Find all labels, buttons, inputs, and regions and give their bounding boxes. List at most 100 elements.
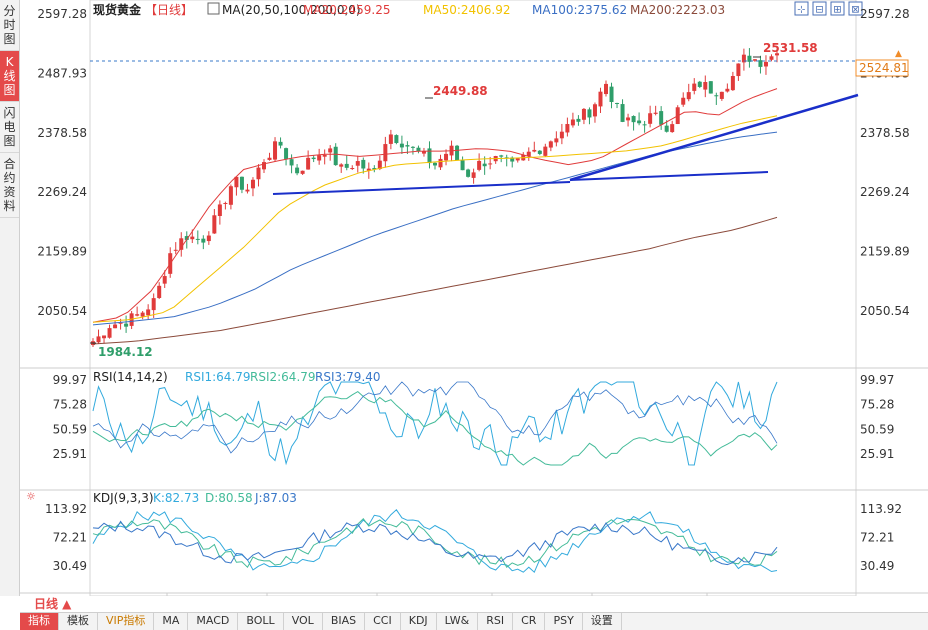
y-tick-right: 2269.24 bbox=[860, 185, 910, 199]
candle-body bbox=[333, 146, 338, 166]
kdj-label: KDJ(9,3,3) bbox=[93, 491, 154, 505]
candle-body bbox=[725, 88, 730, 92]
kline-chart[interactable]: 现货黄金 【日线】 MA(20,50,100,200,0,0)MA20:2459.2… bbox=[20, 0, 928, 596]
rsi3-line bbox=[92, 381, 778, 454]
bottom-tab-12[interactable]: CR bbox=[513, 613, 546, 630]
candle-body bbox=[637, 120, 642, 124]
candle-body bbox=[537, 150, 542, 154]
candle-body bbox=[311, 157, 316, 160]
candle-body bbox=[289, 159, 294, 166]
candle-body bbox=[179, 238, 184, 250]
current-price-tag bbox=[855, 59, 909, 77]
bottom-tab-10[interactable]: LW& bbox=[437, 613, 479, 630]
bottom-tab-9[interactable]: KDJ bbox=[401, 613, 437, 630]
candle-body bbox=[697, 81, 702, 87]
candle-body bbox=[377, 160, 382, 170]
candle-body bbox=[719, 91, 724, 99]
candle-body bbox=[410, 146, 415, 148]
bottom-tab-8[interactable]: CCI bbox=[365, 613, 401, 630]
candle-body bbox=[741, 54, 746, 63]
bottom-tab-2[interactable]: VIP指标 bbox=[98, 613, 155, 630]
candle-body bbox=[256, 167, 261, 180]
ma-value-2: MA100:2375.62 bbox=[532, 3, 627, 17]
candle-body bbox=[747, 55, 752, 62]
candle-body bbox=[587, 109, 592, 118]
candle-body bbox=[670, 124, 675, 133]
candle-body bbox=[686, 92, 691, 100]
x-label: 2024/05 bbox=[385, 595, 439, 596]
kdj-k-line bbox=[92, 517, 778, 569]
candle-body bbox=[262, 162, 266, 170]
candle-body bbox=[482, 163, 487, 167]
candle-body bbox=[466, 169, 471, 177]
candle-body bbox=[471, 172, 476, 178]
toolbar-icon-3[interactable] bbox=[848, 1, 863, 16]
candle-body bbox=[460, 160, 465, 171]
bottom-tab-14[interactable]: 设置 bbox=[583, 613, 622, 630]
candle-body bbox=[190, 236, 195, 240]
side-tab-3[interactable]: 合约资料 bbox=[0, 153, 19, 218]
candle-body bbox=[107, 328, 112, 338]
candle-body bbox=[499, 155, 504, 157]
candle-body bbox=[736, 63, 741, 77]
candle-body bbox=[273, 141, 278, 160]
candle-body bbox=[416, 147, 421, 152]
candle-body bbox=[399, 143, 404, 148]
candle-body bbox=[339, 164, 344, 167]
candle-body bbox=[124, 323, 129, 327]
toolbar-glyph-3: ⊠ bbox=[851, 5, 859, 16]
side-tab-0[interactable]: 分时图 bbox=[0, 0, 19, 51]
kdj-value-0: K:82.73 bbox=[153, 491, 199, 505]
candle-body bbox=[162, 276, 167, 284]
candle-body bbox=[206, 235, 211, 242]
rsi-tick-left: 99.97 bbox=[53, 373, 87, 387]
side-tab-2[interactable]: 闪电图 bbox=[0, 102, 19, 153]
candle-body bbox=[730, 76, 735, 91]
y-tick-left: 2269.24 bbox=[37, 185, 87, 199]
period-button[interactable]: 日线 ▲ bbox=[34, 597, 72, 611]
candle-body bbox=[135, 314, 140, 316]
candle-body bbox=[752, 59, 757, 61]
toolbar-icon-0[interactable] bbox=[794, 1, 809, 16]
y-tick-left: 2378.58 bbox=[37, 126, 87, 140]
candle-body bbox=[620, 104, 625, 122]
bottom-tab-3[interactable]: MA bbox=[154, 613, 189, 630]
ma200-line bbox=[92, 216, 778, 345]
kdj-tick-left: 72.21 bbox=[53, 531, 87, 545]
candle-body bbox=[642, 124, 647, 126]
candle-body bbox=[714, 95, 719, 97]
toolbar-glyph-2: ⊞ bbox=[833, 5, 841, 16]
bottom-tab-bar: 指标 模板 VIP指标 MA MACD BOLL VOL BIAS CCI KDJ LW& RSI CR… bbox=[20, 612, 928, 630]
candle-body bbox=[444, 153, 449, 161]
bottom-tab-11[interactable]: RSI bbox=[478, 613, 514, 630]
candle-body bbox=[129, 313, 134, 326]
candle-body bbox=[157, 285, 162, 298]
candle-body bbox=[455, 145, 460, 161]
candle-body bbox=[184, 236, 189, 240]
toolbar-icon-1[interactable] bbox=[812, 1, 827, 16]
title: 现货黄金 bbox=[93, 2, 142, 17]
y-tick-right: 2597.28 bbox=[860, 7, 910, 21]
kdj-value-1: D:80.58 bbox=[205, 491, 253, 505]
candle-body bbox=[300, 170, 305, 174]
candle-body bbox=[763, 61, 768, 67]
bottom-tab-0[interactable]: 指标 bbox=[20, 613, 59, 630]
bottom-tab-7[interactable]: BIAS bbox=[323, 613, 366, 630]
y-tick-right: 2159.89 bbox=[860, 245, 910, 259]
candle-body bbox=[581, 108, 586, 120]
bottom-tab-13[interactable]: PSY bbox=[545, 613, 583, 630]
candle-body bbox=[295, 167, 300, 174]
kdj-tick-right: 30.49 bbox=[860, 559, 894, 573]
candle-body bbox=[631, 116, 636, 123]
bottom-tab-6[interactable]: VOL bbox=[284, 613, 323, 630]
candle-body bbox=[438, 158, 443, 168]
bottom-tab-1[interactable]: 模板 bbox=[59, 613, 98, 630]
bottom-tab-4[interactable]: MACD bbox=[188, 613, 239, 630]
kdj-value-2: J:87.03 bbox=[254, 491, 297, 505]
rsi2-line bbox=[92, 390, 778, 466]
candle-body bbox=[510, 157, 515, 162]
rsi-tick-left: 50.59 bbox=[53, 422, 87, 436]
bottom-tab-5[interactable]: BOLL bbox=[238, 613, 284, 630]
toolbar-icon-2[interactable] bbox=[830, 1, 845, 16]
